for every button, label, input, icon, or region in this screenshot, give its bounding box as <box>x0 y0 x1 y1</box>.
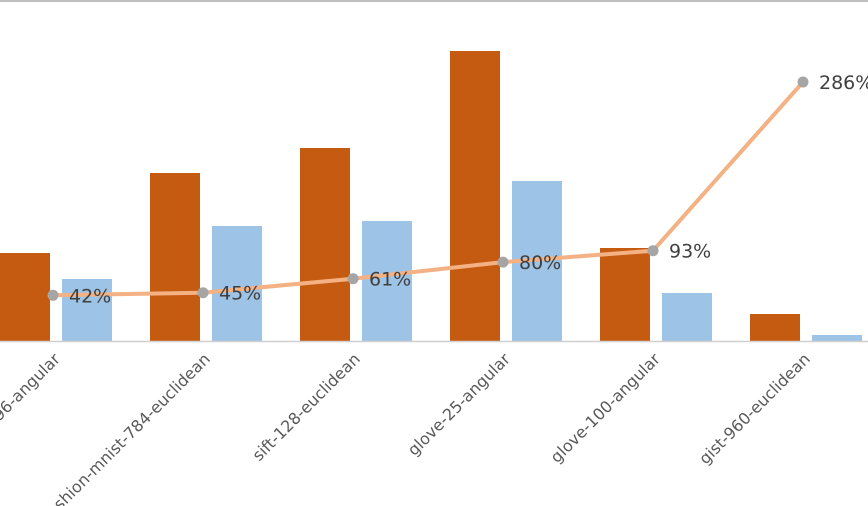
bar-series1-glove-100-angular <box>600 248 650 341</box>
line-point-glove-100-angular <box>647 245 659 257</box>
x-tick-label-deep-image-96-angular: deep-image-96-angular <box>0 349 64 496</box>
bar-series1-fashion-mnist-784-euclidean <box>150 173 200 341</box>
x-tick-label-glove-25-angular: glove-25-angular <box>404 349 514 459</box>
line-point-sift-128-euclidean <box>347 273 359 285</box>
line-point-fashion-mnist-784-euclidean <box>197 287 209 299</box>
bar-series2-fashion-mnist-784-euclidean <box>212 226 262 341</box>
data-label-gist-960-euclidean: 286% <box>819 72 868 94</box>
bar-series1-sift-128-euclidean <box>300 148 350 341</box>
x-tick-label-sift-128-euclidean: sift-128-euclidean <box>248 349 363 464</box>
x-tick-label-gist-960-euclidean: gist-960-euclidean <box>695 349 814 468</box>
line-point-deep-image-96-angular <box>47 289 59 301</box>
line-point-gist-960-euclidean <box>797 76 809 88</box>
line-point-glove-25-angular <box>497 256 509 268</box>
data-label-glove-100-angular: 93% <box>669 241 711 263</box>
data-label-glove-25-angular: 80% <box>519 252 561 274</box>
data-label-fashion-mnist-784-euclidean: 45% <box>219 283 261 305</box>
data-label-deep-image-96-angular: 42% <box>69 285 111 307</box>
x-tick-label-glove-100-angular: glove-100-angular <box>547 349 665 467</box>
bar-series2-glove-100-angular <box>662 293 712 341</box>
bar-series2-gist-960-euclidean <box>812 335 862 341</box>
bar-series1-glove-25-angular <box>450 51 500 341</box>
bar-series1-gist-960-euclidean <box>750 314 800 341</box>
bar-series1-deep-image-96-angular <box>0 253 50 341</box>
bar-series2-sift-128-euclidean <box>362 221 412 341</box>
x-tick-label-fashion-mnist-784-euclidean: fashion-mnist-784-euclidean <box>39 349 214 506</box>
bar-series2-deep-image-96-angular <box>62 279 112 341</box>
line-series <box>52 80 805 298</box>
chart-top-border <box>0 0 868 2</box>
data-label-sift-128-euclidean: 61% <box>369 269 411 291</box>
